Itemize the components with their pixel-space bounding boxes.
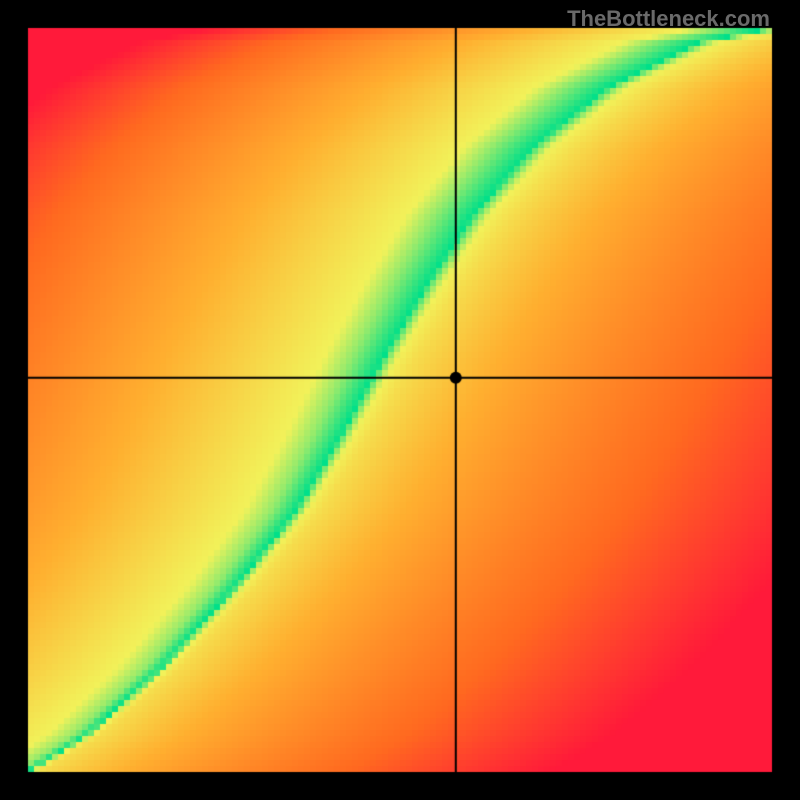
bottleneck-heatmap-container: TheBottleneck.com bbox=[0, 0, 800, 800]
bottleneck-heatmap-canvas bbox=[0, 0, 800, 800]
